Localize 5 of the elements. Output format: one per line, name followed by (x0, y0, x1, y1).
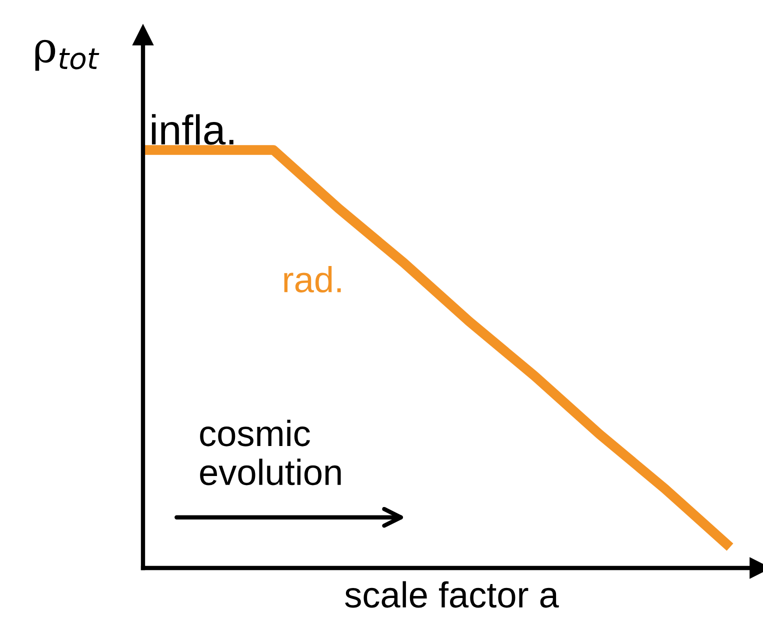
annotation: rad. (284, 266, 341, 293)
text: infla. (152, 114, 234, 145)
annotation: cosmic evolution (200, 420, 341, 486)
x-axis-title: scale factor a (345, 581, 559, 608)
y-axis-title: ρ$_{tot}$ (35, 40, 100, 71)
